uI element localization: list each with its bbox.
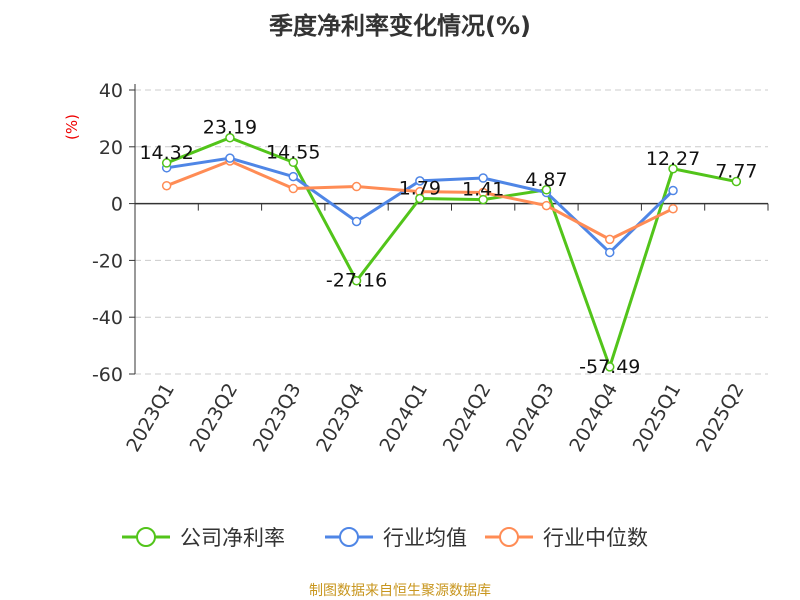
data-point-1 <box>288 171 298 182</box>
x-tick-label: 2023Q1 <box>122 380 179 456</box>
data-label: 4.87 <box>525 169 567 191</box>
data-label: 14.55 <box>266 141 320 163</box>
data-point-1 <box>225 153 235 163</box>
y-tick-label: -20 <box>92 250 123 272</box>
legend-label: 行业中位数 <box>543 526 648 550</box>
data-point-0 <box>225 132 235 143</box>
legend-marker-1 <box>339 527 359 547</box>
x-tick-label: 2023Q3 <box>249 380 306 456</box>
data-point-1 <box>478 173 488 183</box>
data-point-0 <box>478 194 488 205</box>
data-point-1 <box>668 185 678 196</box>
data-point-2 <box>351 181 362 192</box>
y-tick-label: 20 <box>99 137 123 159</box>
legend-label: 公司净利率 <box>180 526 285 550</box>
y-axis-label: (%) <box>63 114 81 140</box>
data-point-1 <box>605 247 615 258</box>
data-label: 23.19 <box>203 117 257 139</box>
legend-marker-2 <box>499 527 519 547</box>
data-point-2 <box>541 200 552 211</box>
data-label: 14.32 <box>139 142 193 164</box>
data-label: 1.41 <box>462 179 504 201</box>
data-point-0 <box>731 176 742 187</box>
y-tick-label: 0 <box>111 194 123 216</box>
data-point-0 <box>668 164 678 174</box>
x-tick-label: 2025Q2 <box>692 380 749 456</box>
data-point-2 <box>288 183 298 194</box>
data-point-0 <box>161 158 172 168</box>
data-point-2 <box>161 180 172 191</box>
data-label: -57.49 <box>579 356 640 378</box>
x-tick-label: 2024Q2 <box>439 380 496 456</box>
source-footer: 制图数据来自恒生聚源数据库 <box>309 583 491 599</box>
x-tick-label: 2024Q3 <box>502 380 559 456</box>
chart-title: 季度净利率变化情况(%) <box>269 12 531 40</box>
y-tick-label: -60 <box>92 364 123 386</box>
series-line-0 <box>166 136 737 372</box>
data-point-0 <box>288 157 298 168</box>
data-point-1 <box>351 216 362 227</box>
data-label: -27.16 <box>326 270 387 292</box>
y-tick-label: 40 <box>99 80 123 102</box>
data-point-0 <box>415 193 425 204</box>
data-label: 7.77 <box>715 161 757 183</box>
legend-label: 行业均值 <box>383 526 467 550</box>
x-tick-label: 2025Q1 <box>629 380 686 456</box>
data-point-1 <box>415 176 425 186</box>
data-point-0 <box>605 362 615 372</box>
data-point-0 <box>541 185 552 195</box>
data-label: 12.27 <box>646 148 700 170</box>
data-label: 1.79 <box>399 178 441 200</box>
x-tick-label: 2023Q2 <box>186 380 243 456</box>
data-point-2 <box>605 234 615 245</box>
data-point-2 <box>668 203 678 214</box>
x-tick-label: 2024Q4 <box>565 380 622 456</box>
data-point-0 <box>351 275 362 286</box>
x-tick-label: 2024Q1 <box>375 380 432 456</box>
y-tick-label: -40 <box>92 307 123 329</box>
legend-marker-0 <box>136 527 156 547</box>
series-line-1 <box>166 156 675 255</box>
x-tick-label: 2023Q4 <box>312 380 369 456</box>
